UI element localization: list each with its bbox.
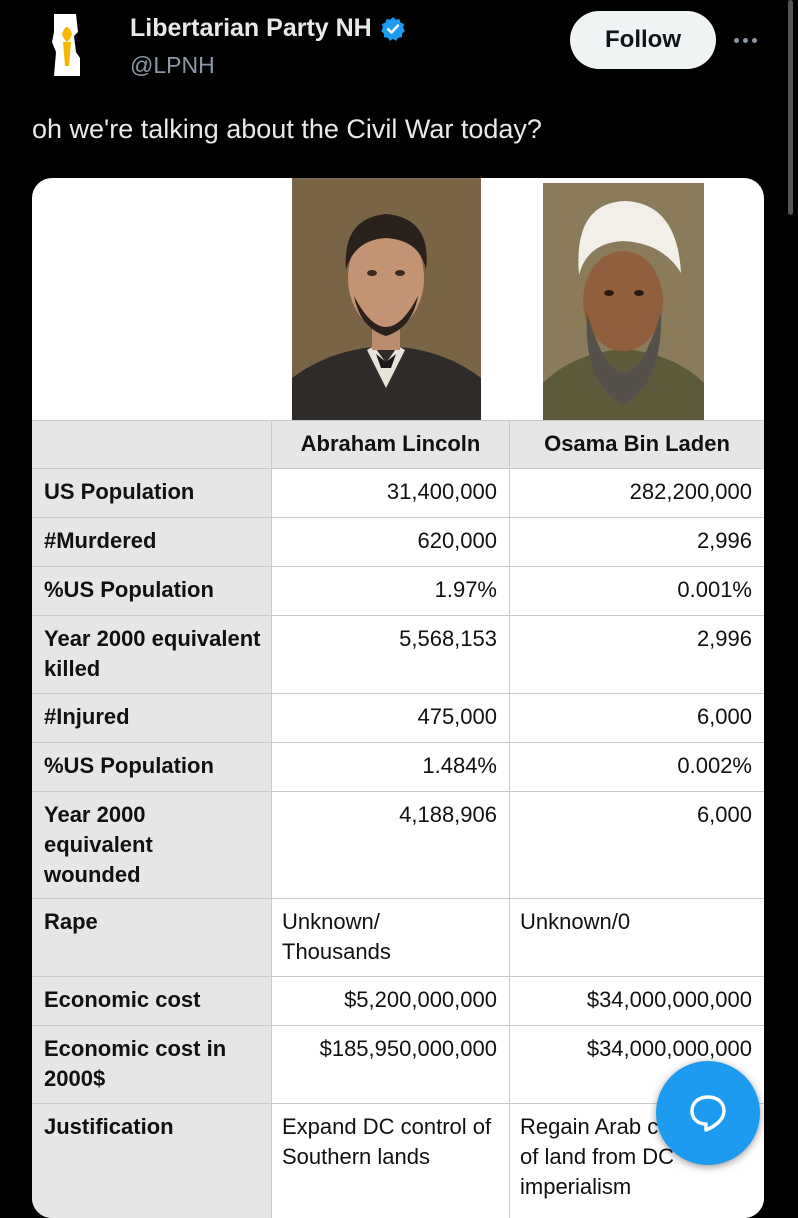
tweet-text: oh we're talking about the Civil War tod…	[32, 114, 542, 144]
table-row: Economic cost in 2000$ $185,950,000,000 …	[32, 1025, 764, 1104]
verified-badge-icon	[380, 16, 405, 41]
row-label: Economic cost in 2000$	[32, 1026, 272, 1104]
row-label: Justification	[32, 1104, 272, 1218]
table-row: Year 2000 equivalent killed 5,568,153 2,…	[32, 615, 764, 694]
table-row: US Population 31,400,000 282,200,000	[32, 468, 764, 518]
header-osama: Osama Bin Laden	[510, 421, 764, 469]
lincoln-value: 475,000	[272, 694, 510, 743]
lincoln-value: 5,568,153	[272, 616, 510, 694]
row-label: %US Population	[32, 567, 272, 616]
osama-value: 2,996	[510, 518, 764, 567]
osama-value: 0.002%	[510, 743, 764, 792]
row-label: Rape	[32, 899, 272, 977]
lincoln-portrait	[292, 178, 481, 428]
tweet-image[interactable]: Abraham Lincoln Osama Bin Laden US Popul…	[32, 178, 764, 1218]
author-name[interactable]: Libertarian Party NH	[130, 14, 372, 42]
row-label: #Injured	[32, 694, 272, 743]
table-row: %US Population 1.484% 0.002%	[32, 742, 764, 792]
lincoln-value: Unknown/ Thousands	[272, 899, 510, 977]
row-label: US Population	[32, 469, 272, 518]
lincoln-value: 4,188,906	[272, 792, 510, 899]
lincoln-value: 1.97%	[272, 567, 510, 616]
osama-value: 6,000	[510, 792, 764, 899]
osama-value: $34,000,000,000	[510, 977, 764, 1026]
table-row: %US Population 1.97% 0.001%	[32, 566, 764, 616]
scrollbar[interactable]	[788, 0, 793, 215]
osama-value: Unknown/0	[510, 899, 764, 977]
row-label: %US Population	[32, 743, 272, 792]
table-row: #Murdered 620,000 2,996	[32, 517, 764, 567]
osama-value: 6,000	[510, 694, 764, 743]
lincoln-value: $185,950,000,000	[272, 1026, 510, 1104]
lincoln-value: 620,000	[272, 518, 510, 567]
lincoln-value: 31,400,000	[272, 469, 510, 518]
lincoln-value: 1.484%	[272, 743, 510, 792]
osama-portrait	[543, 183, 704, 427]
chat-bubble-glyph	[690, 1095, 726, 1132]
follow-button[interactable]: Follow	[570, 11, 716, 69]
more-options-icon[interactable]	[734, 38, 757, 43]
table-header-row: Abraham Lincoln Osama Bin Laden	[32, 420, 764, 469]
row-label: #Murdered	[32, 518, 272, 567]
osama-value: 282,200,000	[510, 469, 764, 518]
row-label: Economic cost	[32, 977, 272, 1026]
table-row: Economic cost $5,200,000,000 $34,000,000…	[32, 976, 764, 1026]
table-row: #Injured 475,000 6,000	[32, 693, 764, 743]
osama-value: 0.001%	[510, 567, 764, 616]
lincoln-value: $5,200,000,000	[272, 977, 510, 1026]
chat-bubble-icon[interactable]	[656, 1061, 760, 1165]
table-header-cell	[32, 421, 272, 469]
row-label: Year 2000 equivalent killed	[32, 616, 272, 694]
header-lincoln: Abraham Lincoln	[272, 421, 510, 469]
row-label: Year 2000 equivalent wounded	[32, 792, 272, 899]
table-row: Justification Expand DC control of South…	[32, 1103, 764, 1218]
table-row: Year 2000 equivalent wounded 4,188,906 6…	[32, 791, 764, 899]
author-handle[interactable]: @LPNH	[130, 52, 215, 78]
table-row: Rape Unknown/ Thousands Unknown/0	[32, 898, 764, 977]
osama-value: 2,996	[510, 616, 764, 694]
lincoln-value: Expand DC control of Southern lands	[272, 1104, 510, 1218]
torch-logo-icon[interactable]	[50, 12, 84, 78]
